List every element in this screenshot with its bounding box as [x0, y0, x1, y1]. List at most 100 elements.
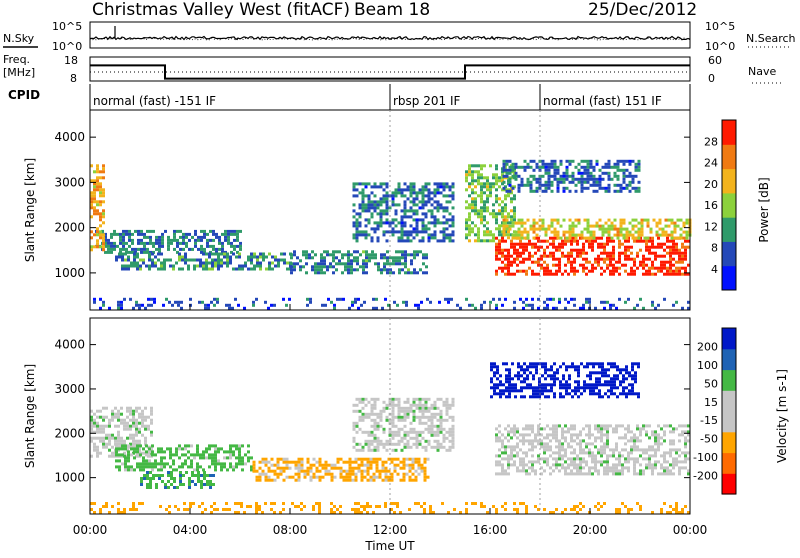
data-cell	[397, 203, 401, 207]
data-cell	[225, 508, 228, 511]
data-cell	[579, 463, 582, 467]
data-cell	[531, 306, 534, 310]
data-cell	[615, 445, 618, 449]
data-cell	[604, 230, 608, 234]
data-cell	[525, 463, 528, 467]
data-cell	[235, 447, 238, 451]
data-cell	[226, 261, 229, 265]
data-cell	[361, 230, 365, 234]
data-cell	[384, 466, 388, 470]
data-cell	[606, 242, 609, 246]
data-cell	[135, 300, 138, 304]
data-cell	[96, 209, 99, 213]
data-cell	[604, 380, 607, 384]
data-cell	[90, 415, 93, 419]
data-cell	[236, 232, 239, 236]
data-cell	[368, 256, 371, 260]
data-cell	[552, 436, 555, 440]
data-cell	[535, 389, 538, 393]
data-cell	[622, 233, 626, 237]
data-cell	[486, 200, 489, 204]
data-cell	[600, 245, 603, 249]
data-cell	[451, 433, 455, 437]
data-cell	[498, 233, 501, 237]
data-cell	[618, 251, 621, 255]
data-cell	[223, 456, 226, 460]
data-cell	[348, 478, 352, 482]
data-cell	[144, 406, 147, 410]
data-cell	[625, 233, 629, 237]
data-cell	[546, 442, 549, 446]
data-cell	[241, 264, 244, 268]
data-cell	[555, 460, 558, 464]
data-cell	[350, 262, 353, 266]
data-cell	[90, 200, 93, 204]
data-cell	[603, 269, 606, 273]
data-cell	[477, 233, 480, 237]
data-cell	[507, 257, 510, 261]
data-cell	[568, 386, 571, 390]
data-cell	[274, 255, 277, 259]
data-cell	[678, 266, 681, 270]
data-cell	[132, 415, 135, 419]
data-cell	[523, 221, 527, 225]
data-cell	[369, 457, 373, 461]
data-cell	[445, 194, 449, 198]
data-cell	[206, 483, 209, 486]
data-cell	[149, 483, 152, 486]
data-cell	[147, 445, 150, 449]
data-cell	[648, 245, 651, 249]
data-cell	[448, 430, 452, 434]
data-cell	[367, 182, 371, 186]
data-cell	[534, 439, 537, 443]
data-cell	[384, 472, 388, 476]
data-cell	[681, 254, 684, 258]
data-cell	[96, 427, 99, 431]
data-cell	[433, 182, 437, 186]
data-cell	[600, 300, 603, 304]
data-cell	[188, 483, 191, 486]
data-cell	[364, 412, 368, 416]
data-cell	[347, 256, 350, 260]
data-cell	[276, 472, 280, 476]
data-cell	[517, 183, 521, 187]
data-cell	[99, 439, 102, 443]
data-cell	[613, 218, 617, 222]
data-cell	[510, 454, 513, 458]
data-cell	[299, 265, 302, 269]
data-cell	[556, 180, 560, 184]
data-cell	[558, 439, 561, 443]
data-cell	[205, 261, 208, 265]
data-cell	[138, 427, 141, 431]
data-cell	[402, 463, 406, 467]
data-cell	[397, 403, 401, 407]
data-cell	[205, 456, 208, 460]
data-cell	[631, 392, 634, 396]
data-cell	[233, 232, 236, 236]
data-cell	[480, 502, 483, 505]
data-cell	[465, 221, 468, 225]
data-cell	[123, 442, 126, 446]
data-cell	[465, 502, 468, 505]
data-cell	[90, 206, 93, 210]
data-cell	[477, 227, 480, 231]
data-cell	[355, 233, 359, 237]
data-cell	[519, 439, 522, 443]
data-cell	[93, 185, 96, 189]
data-cell	[597, 451, 600, 455]
data-cell	[230, 241, 233, 245]
data-cell	[591, 472, 594, 476]
data-cell	[110, 241, 113, 245]
data-cell	[155, 483, 158, 486]
data-cell	[297, 475, 301, 479]
data-cell	[468, 194, 471, 198]
data-cell	[601, 374, 604, 378]
data-cell	[267, 466, 271, 470]
data-cell	[651, 454, 654, 458]
data-cell	[358, 230, 362, 234]
data-cell	[339, 466, 343, 470]
data-cell	[414, 303, 417, 307]
data-cell	[126, 424, 129, 428]
data-cell	[589, 371, 592, 375]
data-cell	[519, 269, 522, 273]
